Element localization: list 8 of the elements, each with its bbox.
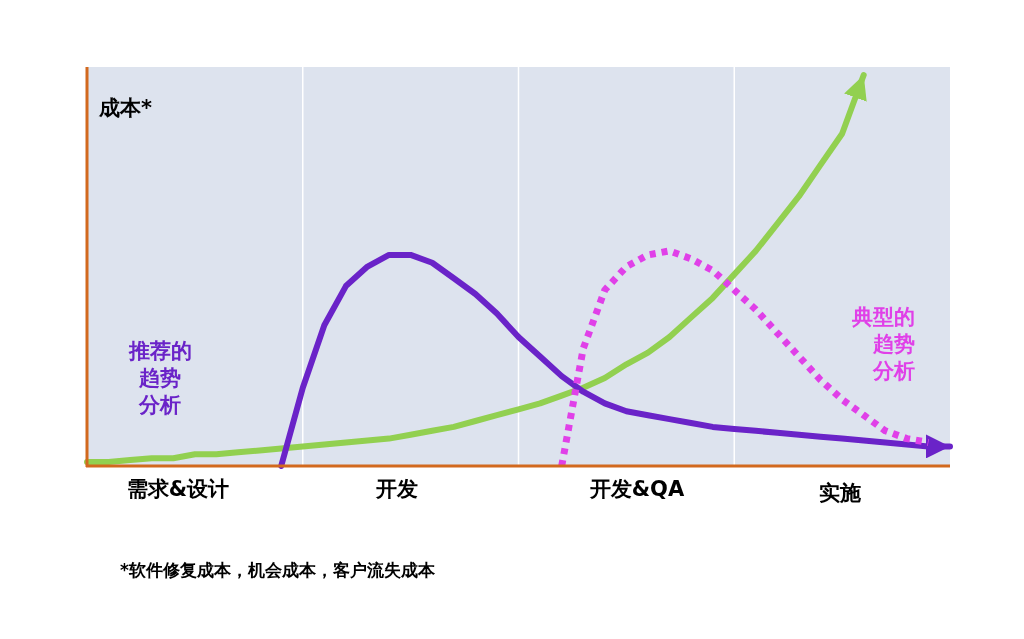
series-label: 典型的趋势分析: [851, 305, 915, 383]
text: 实施: [819, 481, 861, 505]
y-axis-title: 成本*: [98, 96, 152, 120]
text: 推荐的趋势分析: [127, 339, 192, 417]
text: *软件修复成本，机会成本，客户流失成本: [120, 560, 436, 580]
text: 开发&QA: [588, 477, 685, 501]
text: 开发: [375, 477, 418, 501]
text: 需求&设计: [126, 477, 230, 501]
